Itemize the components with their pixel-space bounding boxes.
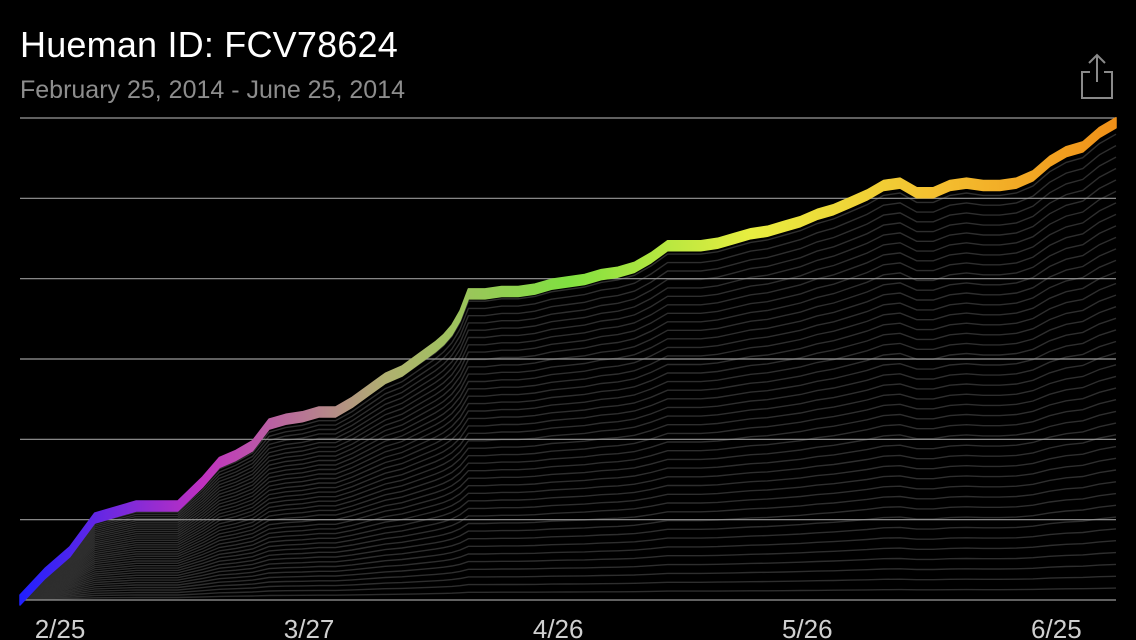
background-line: [19, 516, 1117, 600]
main-series: [19, 117, 1117, 606]
background-line: [19, 294, 1117, 599]
background-line: [19, 156, 1117, 600]
background-line: [19, 540, 1117, 600]
background-line: [19, 551, 1117, 600]
date-range: February 25, 2014 - June 25, 2014: [20, 76, 405, 104]
background-line: [19, 445, 1117, 599]
background-line: [19, 528, 1117, 600]
x-tick-label: 5/26: [782, 614, 833, 640]
background-line: [19, 202, 1117, 600]
background-line: [19, 457, 1117, 599]
background-line: [19, 225, 1117, 599]
background-line: [19, 271, 1117, 599]
share-icon: [1081, 53, 1113, 99]
series-ribbon: [19, 117, 1117, 606]
x-tick-label: 4/26: [533, 614, 584, 640]
background-line: [19, 504, 1117, 600]
share-button[interactable]: [1078, 52, 1116, 102]
background-line: [19, 236, 1117, 599]
background-line: [19, 329, 1117, 599]
x-tick-label: 2/25: [35, 614, 86, 640]
background-line: [19, 410, 1117, 599]
background-line: [19, 587, 1117, 601]
x-tick-label: 3/27: [284, 614, 335, 640]
background-line: [19, 434, 1117, 599]
background-line: [19, 399, 1117, 599]
background-line: [19, 259, 1117, 599]
background-line: [19, 387, 1117, 599]
background-line: [19, 282, 1117, 599]
background-line: [19, 575, 1117, 601]
background-line: [19, 375, 1117, 599]
background-line: [19, 190, 1117, 600]
background-line: [19, 248, 1117, 599]
page-title: Hueman ID: FCV78624: [20, 24, 398, 65]
background-line: [19, 144, 1117, 600]
background-line: [19, 213, 1117, 599]
background-line: [19, 469, 1117, 599]
background-line: [19, 340, 1117, 599]
background-line: [19, 167, 1117, 600]
x-axis-ticks: 2/25 3/27 4/26 5/26 6/25: [35, 614, 1082, 640]
background-line: [19, 492, 1117, 599]
background-line: [19, 364, 1117, 599]
background-lines: [19, 133, 1117, 601]
background-line: [19, 563, 1117, 600]
background-line: [19, 422, 1117, 599]
background-line: [19, 306, 1117, 599]
x-tick-label: 6/25: [1031, 614, 1082, 640]
background-line: [19, 179, 1117, 600]
